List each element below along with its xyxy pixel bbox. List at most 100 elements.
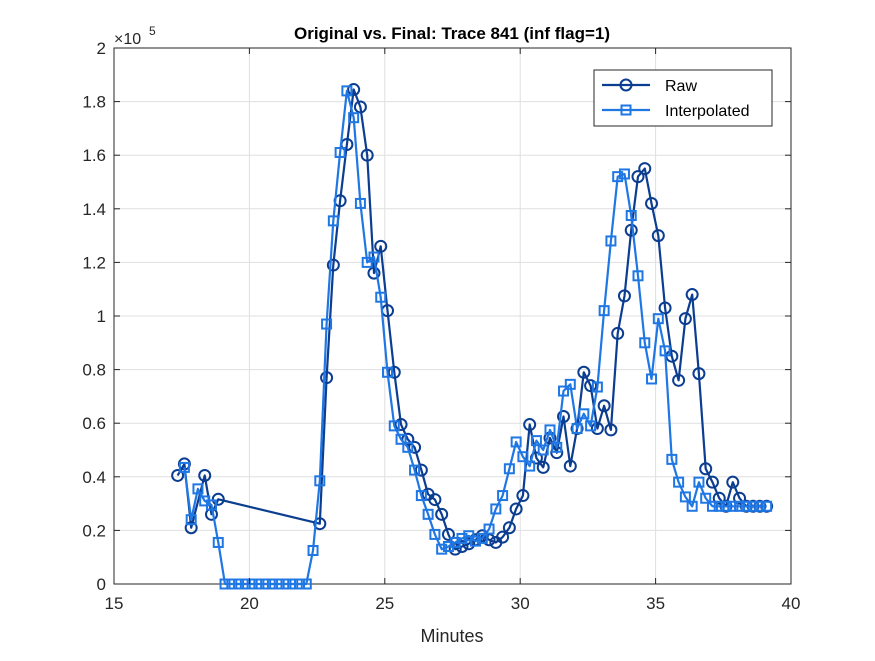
data-point (367, 266, 381, 280)
data-point (524, 460, 536, 472)
y-tick-label: 0.4 (82, 468, 106, 487)
data-point (604, 423, 618, 437)
data-point (720, 500, 732, 512)
data-point (686, 500, 698, 512)
data-point (673, 476, 685, 488)
data-point (341, 85, 353, 97)
legend-swatch-marker (619, 78, 633, 92)
data-point (706, 500, 718, 512)
y-tick-label: 2 (97, 39, 106, 58)
data-point (564, 378, 576, 390)
data-point (388, 420, 400, 432)
data-point (645, 196, 659, 210)
data-point (470, 535, 482, 547)
y-tick-label: 1.8 (82, 93, 106, 112)
data-point (577, 365, 591, 379)
data-point (408, 440, 422, 454)
data-point (578, 408, 590, 420)
grid (113, 47, 792, 585)
legend-label: Interpolated (665, 103, 750, 120)
data-point (754, 500, 766, 512)
data-point (625, 210, 637, 221)
data-point (523, 418, 537, 432)
data-point (382, 366, 394, 378)
y-tick-label: 1.4 (82, 200, 106, 219)
data-point (483, 523, 495, 535)
data-point (509, 502, 523, 516)
data-point (638, 162, 652, 176)
data-point (374, 239, 388, 253)
data-point (320, 371, 334, 385)
data-point (233, 578, 245, 590)
data-point (516, 489, 530, 503)
data-point (713, 500, 725, 512)
series-layer (171, 83, 774, 590)
data-point (219, 578, 231, 590)
data-point (652, 313, 664, 325)
data-point (558, 385, 570, 397)
data-point (646, 373, 658, 385)
data-point (639, 337, 651, 349)
data-point (733, 491, 747, 505)
x-tick-label: 15 (105, 594, 124, 613)
data-point (734, 500, 746, 512)
data-point (354, 197, 366, 209)
data-point (517, 451, 529, 463)
chart-title: Original vs. Final: Trace 841 (inf flag=… (294, 24, 610, 43)
data-point (617, 289, 631, 303)
x-tick-label: 40 (782, 594, 801, 613)
data-point (590, 422, 604, 436)
data-point (368, 251, 380, 263)
y-tick-label: 1.2 (82, 253, 106, 272)
data-point (530, 435, 542, 447)
data-point (415, 490, 427, 502)
y-axis-exponent-power: 5 (149, 24, 156, 38)
x-tick-label: 30 (511, 594, 530, 613)
legend-item: Interpolated (602, 103, 750, 120)
data-point (348, 112, 360, 124)
data-point (394, 418, 408, 432)
data-point (211, 492, 225, 506)
data-point (395, 433, 407, 445)
legend-item: Raw (602, 78, 697, 95)
data-point (226, 578, 238, 590)
data-point (314, 475, 326, 487)
data-point (544, 424, 556, 436)
data-point (631, 170, 645, 184)
x-tick-label: 35 (646, 594, 665, 613)
data-point (551, 441, 563, 453)
axes-ticks: 15 20 25 30 35 40 0 0.2 0.4 0.6 0.8 1 1.2 1.4 1.6 1.8 2 (82, 39, 800, 613)
legend: Raw Interpolated (593, 69, 773, 127)
data-point (266, 578, 278, 590)
data-point (360, 148, 374, 162)
data-point (205, 499, 217, 511)
data-point (307, 545, 319, 556)
data-point (585, 420, 597, 432)
data-point (171, 468, 185, 482)
data-point (726, 475, 740, 489)
legend-label: Raw (665, 78, 697, 95)
x-tick-label: 25 (375, 594, 394, 613)
data-point (510, 436, 522, 448)
data-point (375, 291, 387, 303)
data-point (353, 100, 367, 114)
data-point (428, 493, 442, 507)
data-point (584, 379, 598, 393)
x-tick-label: 20 (240, 594, 259, 613)
data-point (699, 462, 713, 476)
data-point (409, 464, 421, 476)
data-point (496, 530, 510, 544)
data-point (476, 532, 488, 544)
data-point (672, 373, 686, 387)
data-point (651, 229, 665, 243)
data-point (618, 168, 630, 180)
data-point (632, 270, 644, 282)
data-point (321, 318, 333, 330)
data-point (280, 578, 292, 590)
series-line (176, 88, 767, 551)
data-point (658, 301, 672, 315)
data-point (326, 258, 340, 272)
x-axis-label: Minutes (420, 626, 483, 646)
series-interpolated (178, 85, 773, 590)
data-point (178, 461, 190, 473)
